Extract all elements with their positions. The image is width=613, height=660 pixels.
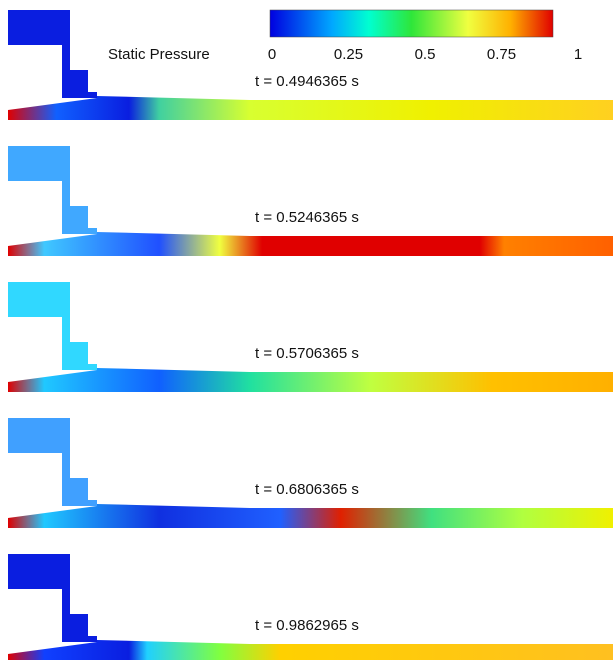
time-label: t = 0.4946365 s (255, 73, 359, 90)
inlet (8, 146, 97, 234)
channel (8, 368, 613, 392)
colorbar-tick-label: 0 (268, 46, 276, 63)
colorbar-tick-label: 1 (574, 46, 582, 63)
time-label: t = 0.5706365 s (255, 345, 359, 362)
colorbar (269, 9, 554, 38)
colorbar-label: Static Pressure (108, 46, 210, 63)
colorbar-tick-label: 0.75 (487, 46, 516, 63)
colorbar-tick-label: 0.25 (334, 46, 363, 63)
inlet (8, 554, 97, 642)
panel: t = 0.4946365 s (8, 10, 613, 120)
panel: t = 0.6806365 s (8, 418, 613, 528)
panel: t = 0.9862965 s (8, 554, 613, 660)
colorbar-tick-label: 0.5 (415, 46, 436, 63)
channel (8, 504, 613, 528)
time-label: t = 0.9862965 s (255, 617, 359, 634)
panel: t = 0.5706365 s (8, 282, 613, 392)
time-label: t = 0.6806365 s (255, 481, 359, 498)
channel (8, 96, 613, 120)
inlet (8, 10, 97, 98)
channel (8, 232, 613, 256)
panel: t = 0.5246365 s (8, 146, 613, 256)
time-label: t = 0.5246365 s (255, 209, 359, 226)
channel (8, 640, 613, 660)
inlet (8, 418, 97, 506)
inlet (8, 282, 97, 370)
